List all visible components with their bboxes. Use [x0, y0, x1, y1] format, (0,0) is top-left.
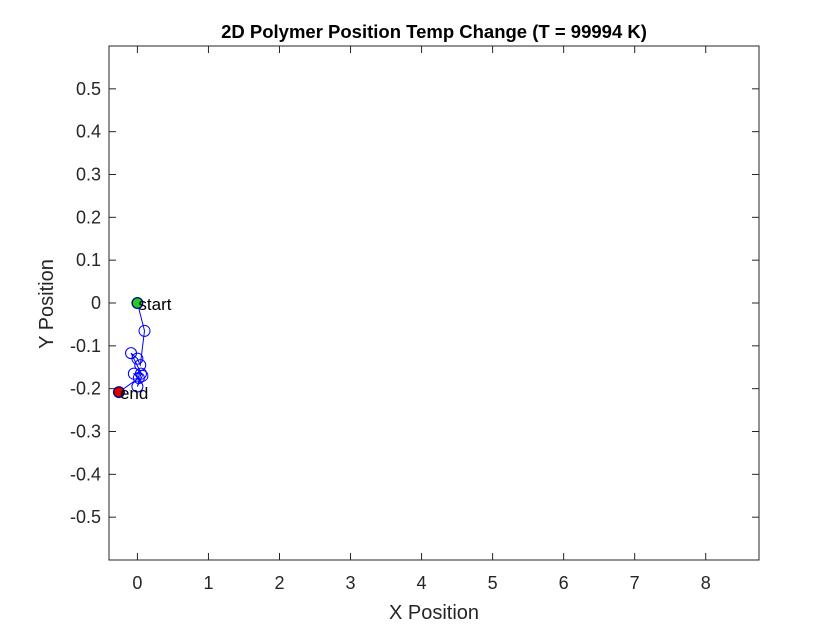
y-tick-label: -0.2 [70, 379, 101, 399]
y-tick-label: 0.3 [76, 165, 101, 185]
x-tick-label: 0 [132, 573, 142, 593]
y-tick-label: -0.5 [70, 507, 101, 527]
series-point [131, 380, 144, 393]
x-tick-label: 4 [417, 573, 427, 593]
plot-axes: 0 1 2 3 4 5 6 7 8 -0.5 -0.4 -0.3 -0.2 -0.1 0 0.1 0.2 0.3 0… [70, 45, 760, 593]
series-point [131, 297, 144, 309]
x-tick-label: 1 [203, 573, 213, 593]
y-tick-label: -0.3 [70, 422, 101, 442]
y-axis-label: Y Position [36, 259, 58, 349]
y-tick-label: 0 [91, 293, 101, 313]
x-tick-label: 5 [488, 573, 498, 593]
x-tick-label: 7 [630, 573, 640, 593]
series-point [132, 371, 145, 384]
end-marker [113, 386, 125, 398]
start-annotation: start [138, 295, 171, 314]
x-tick-label: 8 [701, 573, 711, 593]
series-point [138, 324, 151, 337]
end-annotation: end [120, 384, 148, 403]
y-tick-label: 0.1 [76, 250, 101, 270]
chart-title: 2D Polymer Position Temp Change (T = 999… [221, 21, 647, 42]
x-tick-label: 2 [274, 573, 284, 593]
y-tick-label: 0.4 [76, 122, 101, 142]
x-axis-label: X Position [389, 602, 479, 624]
x-tick-label: 3 [346, 573, 356, 593]
series-point [112, 386, 125, 399]
plot-data: start end [112, 295, 172, 403]
y-tick-label: 0.2 [76, 207, 101, 227]
series-point [125, 347, 138, 360]
series-point [136, 369, 149, 382]
y-tick-label: -0.4 [70, 464, 101, 484]
y-tick-label: 0.5 [76, 79, 101, 99]
start-marker [132, 297, 143, 309]
x-tick-label: 6 [559, 573, 569, 593]
y-tick-label: -0.1 [70, 336, 101, 356]
